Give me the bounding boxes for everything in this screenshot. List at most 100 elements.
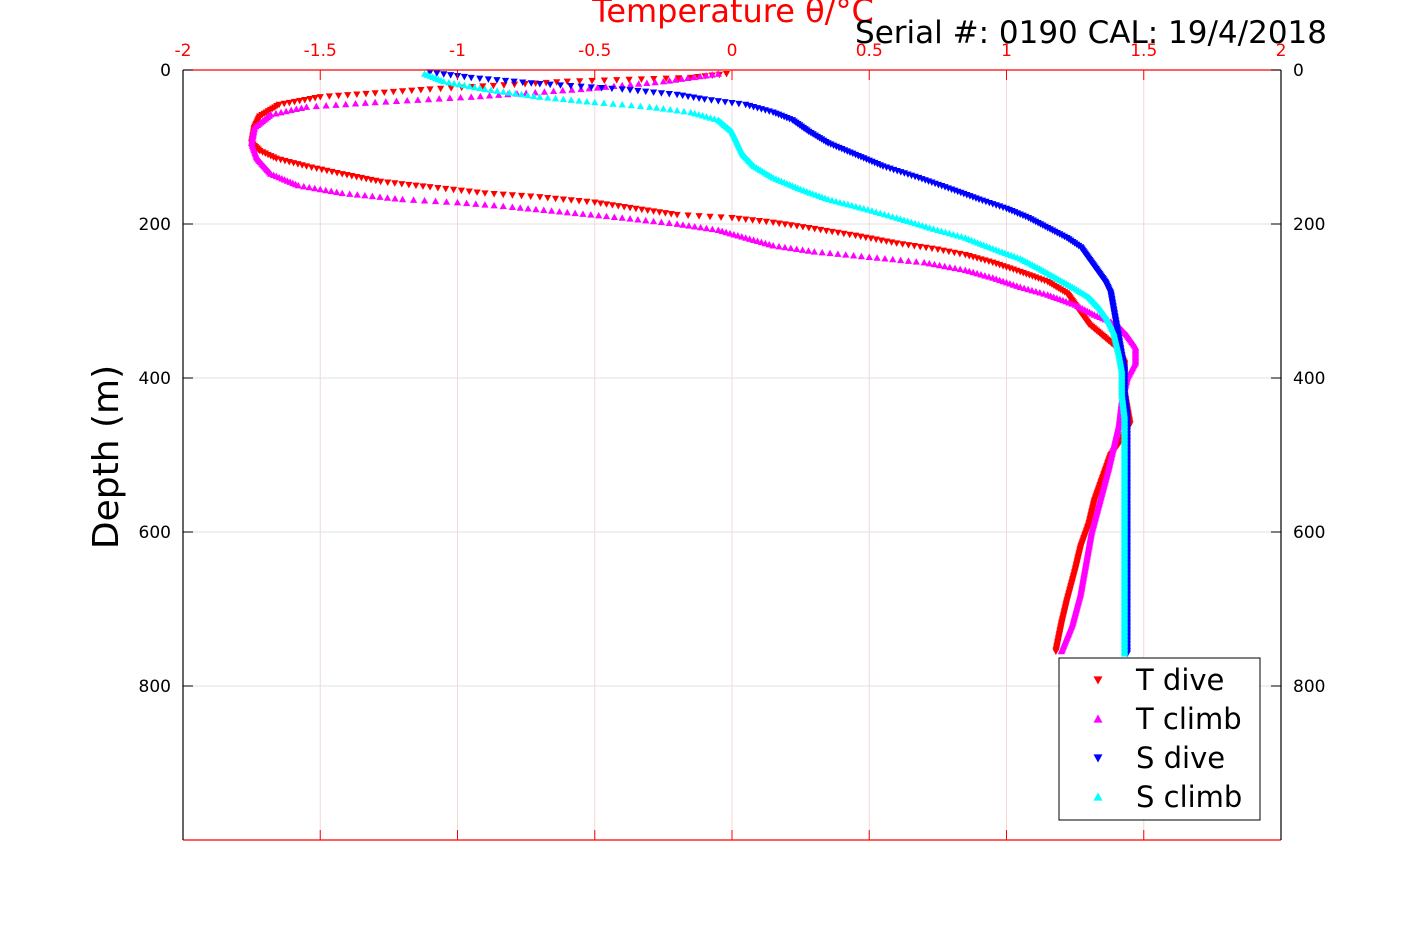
data-point (499, 202, 507, 210)
data-point (510, 81, 519, 89)
data-point (957, 233, 965, 240)
data-point (644, 207, 652, 214)
data-point (857, 233, 865, 241)
data-point (1036, 289, 1044, 296)
data-point (626, 87, 634, 94)
data-point (698, 112, 707, 119)
data-point (893, 240, 901, 247)
data-point (848, 201, 856, 209)
data-point (941, 228, 950, 236)
data-point (904, 257, 913, 264)
data-point (680, 107, 688, 115)
data-point (576, 78, 584, 85)
data-point (587, 84, 595, 91)
data-point (655, 209, 664, 216)
data-point (636, 102, 645, 110)
data-point (707, 97, 716, 104)
data-point (799, 224, 807, 231)
data-point (642, 216, 650, 224)
data-point (553, 79, 561, 86)
data-point (476, 75, 484, 83)
data-point (882, 238, 891, 245)
data-point (965, 267, 973, 275)
data-point (781, 221, 789, 228)
data-point (684, 74, 692, 82)
legend-label: S dive (1136, 741, 1225, 775)
data-point (353, 191, 361, 198)
data-point (852, 202, 860, 210)
data-point (697, 223, 705, 231)
series-s-climb (420, 70, 1129, 657)
x-tick-label: 2 (1276, 41, 1287, 61)
data-point (583, 97, 591, 105)
data-point (939, 247, 947, 255)
data-point (551, 195, 560, 203)
data-point (811, 225, 819, 233)
data-point (380, 89, 388, 97)
data-point (884, 211, 893, 219)
data-point (481, 201, 489, 208)
data-point (544, 194, 552, 202)
data-point (868, 207, 876, 214)
data-point (287, 106, 295, 114)
data-point (532, 205, 540, 213)
data-point (708, 225, 716, 233)
x-tick-label: -1 (449, 41, 466, 61)
data-point (953, 232, 961, 239)
data-point (818, 248, 826, 256)
data-point (297, 104, 306, 111)
x-axis-top: -2 -1.5 -1 -0.5 0 0.5 1 1.5 2 (175, 41, 1287, 841)
data-point (618, 214, 626, 221)
data-point (652, 104, 661, 111)
data-point (945, 248, 953, 256)
data-point (956, 250, 964, 258)
data-point (305, 183, 313, 191)
data-point (650, 75, 658, 83)
data-point (857, 252, 866, 260)
data-point (804, 247, 813, 254)
data-point (775, 242, 783, 250)
data-point (476, 92, 484, 100)
data-point (353, 91, 361, 98)
data-point (714, 98, 722, 105)
data-point (334, 92, 343, 100)
data-point (816, 226, 825, 234)
data-point (1016, 283, 1024, 291)
data-point (327, 187, 335, 195)
data-point (1024, 285, 1032, 293)
data-point (941, 262, 949, 270)
data-point (316, 94, 324, 101)
data-point (625, 76, 633, 84)
data-point (673, 211, 681, 219)
data-point (447, 72, 455, 79)
data-point (793, 223, 801, 230)
data-point (690, 73, 698, 81)
data-point (493, 87, 501, 94)
data-point (757, 238, 766, 246)
data-point (734, 232, 742, 239)
data-point (649, 217, 658, 225)
data-point (828, 228, 836, 236)
data-point (828, 196, 836, 204)
data-point (549, 87, 558, 95)
data-point (311, 184, 319, 192)
data-point (435, 95, 443, 102)
x-tick-label: 0 (727, 41, 738, 61)
data-point (867, 235, 875, 243)
data-point (888, 213, 897, 220)
data-point (728, 214, 736, 222)
data-point (862, 234, 870, 242)
data-point (587, 211, 595, 218)
data-point (445, 78, 453, 86)
data-point (559, 95, 567, 103)
data-point (433, 70, 441, 77)
y-tick-label: 600 (139, 523, 171, 543)
data-point (419, 183, 427, 190)
data-point (659, 77, 667, 85)
data-point (842, 251, 850, 258)
data-point (571, 209, 579, 217)
data-point (696, 72, 704, 80)
data-point (371, 98, 379, 106)
data-point (873, 254, 881, 261)
